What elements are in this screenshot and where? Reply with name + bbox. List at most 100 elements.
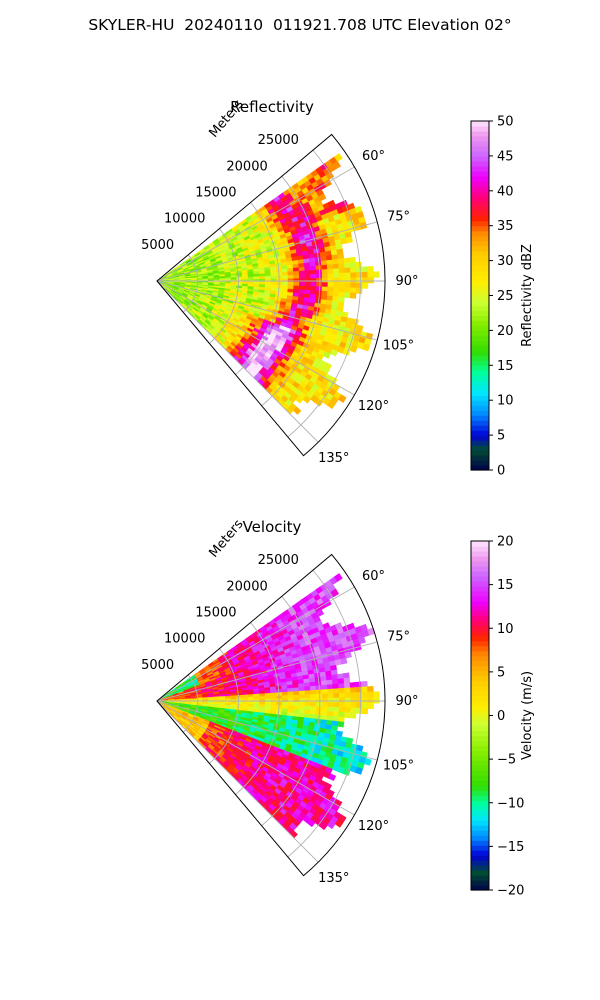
colorbar-segment	[471, 455, 489, 461]
colorbar-segment	[471, 670, 489, 677]
data-cell	[344, 692, 352, 699]
data-cell	[326, 679, 334, 686]
colorbar-segment	[471, 445, 489, 451]
data-cell	[321, 684, 328, 691]
data-cell	[355, 272, 363, 279]
colorbar-segment	[471, 295, 489, 302]
data-cell	[355, 287, 363, 294]
data-cell	[355, 261, 363, 268]
colorbar-segment	[471, 740, 489, 747]
data-cell	[350, 687, 357, 694]
data-cell	[327, 688, 334, 695]
data-cell	[304, 266, 311, 272]
data-cell	[321, 273, 329, 279]
data-cell	[320, 680, 328, 686]
data-cell	[326, 264, 334, 270]
colorbar-segment	[471, 395, 489, 401]
data-cell	[309, 685, 317, 691]
data-cell	[350, 277, 357, 284]
colorbar-segment	[471, 815, 489, 821]
colorbar-segment	[471, 165, 489, 172]
data-cell	[321, 282, 329, 288]
data-cell	[264, 275, 272, 280]
data-cell	[287, 282, 295, 287]
colorbar-segment	[471, 870, 489, 876]
colorbar-segment	[471, 160, 489, 167]
data-cell	[350, 702, 357, 709]
colorbar-segment	[471, 685, 489, 692]
data-cell	[337, 253, 345, 260]
data-cell	[339, 277, 346, 284]
azimuth-tick-label: 120°	[358, 399, 389, 414]
data-cell	[259, 276, 266, 280]
data-cell	[264, 695, 272, 700]
data-cell	[321, 693, 329, 699]
colorbar-tick-label: 20	[497, 535, 514, 550]
data-cell	[304, 278, 312, 283]
data-cell	[332, 683, 340, 690]
colorbar-segment	[471, 180, 489, 187]
colorbar-segment	[471, 310, 489, 317]
data-cell	[332, 268, 340, 274]
colorbar-segment	[471, 860, 489, 866]
colorbar-segment	[471, 835, 489, 841]
data-cell	[333, 692, 340, 699]
colorbar-segment	[471, 650, 489, 657]
data-cell	[304, 698, 312, 703]
colorbar-segment	[471, 335, 489, 341]
colorbar-segment	[471, 240, 489, 247]
colorbar-segment	[471, 320, 489, 327]
data-cell	[247, 276, 255, 280]
azimuth-tick-label: 90°	[395, 694, 418, 709]
range-tick-label: 20000	[226, 159, 267, 174]
colorbar-segment	[471, 840, 489, 846]
colorbar-segment	[471, 865, 489, 871]
colorbar-segment	[471, 135, 489, 142]
colorbar-segment	[471, 615, 489, 622]
data-cell	[333, 702, 340, 708]
data-cell	[349, 256, 356, 264]
data-cell	[350, 267, 357, 274]
colorbar-segment	[471, 440, 489, 446]
data-cell	[338, 291, 346, 298]
data-cell	[361, 707, 369, 715]
colorbar-segment	[471, 610, 489, 617]
data-cell	[349, 261, 357, 269]
data-cell	[350, 287, 357, 294]
colorbar-segment	[471, 850, 489, 856]
data-cell	[310, 706, 317, 712]
colorbar-segment	[471, 590, 489, 597]
colorbar-segment	[471, 255, 489, 262]
colorbar-segment	[471, 305, 489, 312]
colorbar-segment	[471, 541, 489, 547]
colorbar-segment	[471, 565, 489, 572]
data-cell	[310, 269, 317, 275]
data-cell	[332, 291, 340, 298]
data-cell	[270, 701, 278, 706]
data-cell	[355, 266, 363, 273]
colorbar-tick-label: 40	[497, 184, 514, 199]
colorbar-segment	[471, 315, 489, 322]
colorbar-segment	[471, 635, 489, 642]
data-cell	[355, 681, 363, 688]
data-cell	[253, 696, 260, 700]
colorbar-segment	[471, 205, 489, 212]
data-cell	[318, 193, 327, 202]
colorbar-tick-label: 10	[497, 622, 514, 637]
colorbar-segment	[471, 700, 489, 707]
data-cell	[327, 702, 335, 708]
colorbar-segment	[471, 795, 489, 801]
data-cell	[338, 267, 346, 274]
colorbar-segment	[471, 785, 489, 791]
colorbar-tick-label: −20	[497, 884, 524, 899]
data-cell	[337, 673, 345, 680]
data-cell	[338, 707, 346, 713]
colorbar-segment	[471, 330, 489, 336]
colorbar-segment	[471, 765, 489, 771]
data-cell	[338, 687, 346, 694]
colorbar-segment	[471, 770, 489, 776]
data-cell	[299, 694, 306, 700]
range-tick-label: 10000	[164, 212, 205, 227]
range-tick-label: 25000	[258, 133, 299, 148]
colorbar-label: Velocity (m/s)	[520, 671, 535, 760]
